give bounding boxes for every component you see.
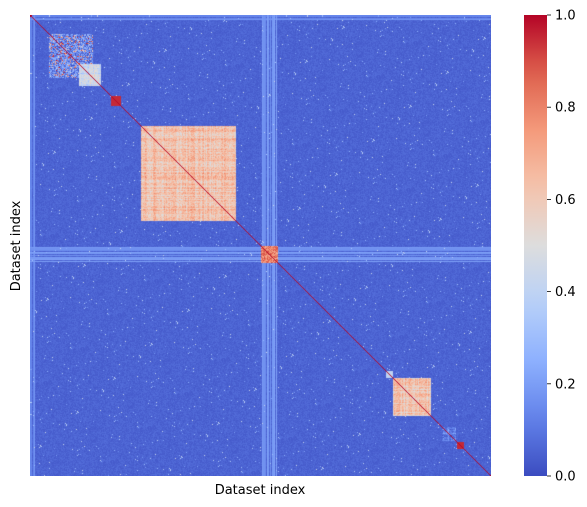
colorbar-tick-label: 0.0 (555, 470, 576, 485)
heatmap-canvas-wrapper (30, 15, 491, 476)
x-axis-label: Dataset index (215, 483, 306, 498)
y-axis-label: Dataset index (9, 200, 24, 291)
colorbar-tick-label: 0.2 (555, 377, 576, 392)
colorbar-tick-label: 1.0 (555, 9, 576, 24)
colorbar-tick-label: 0.4 (555, 285, 576, 300)
colorbar-tick-label: 0.6 (555, 193, 576, 208)
colorbar-ticks: 0.0 0.2 0.4 0.6 0.8 1.0 (547, 9, 576, 485)
colorbar (524, 15, 547, 476)
colorbar-tick-label: 0.8 (555, 101, 576, 116)
heatmap-cells (30, 15, 491, 476)
